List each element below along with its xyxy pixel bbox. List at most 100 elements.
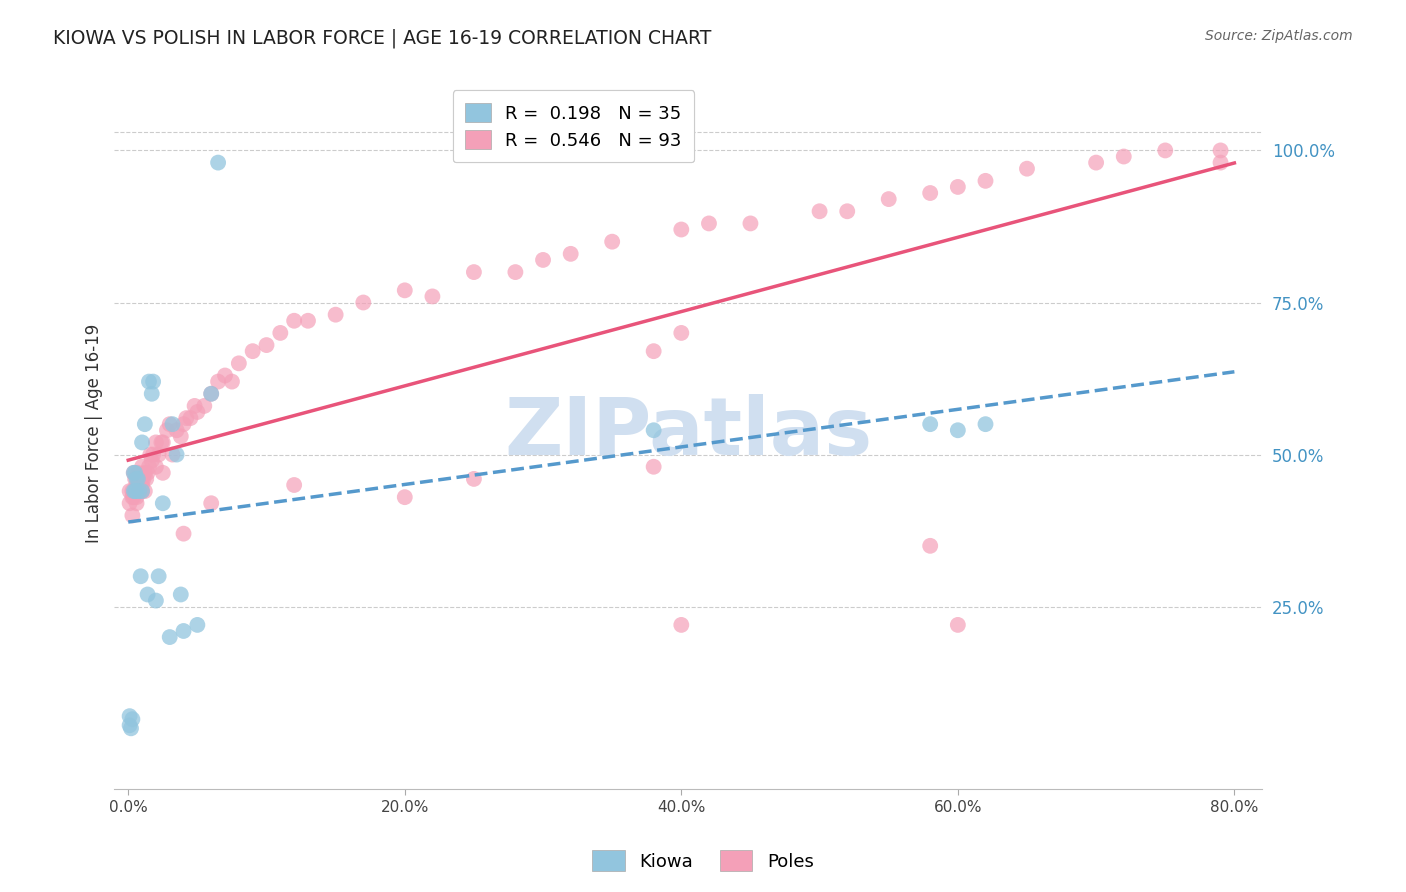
Point [186,618,208,632]
Point [325,308,347,322]
Point [221,375,243,389]
Point [128,484,150,499]
Point [132,472,155,486]
Point [600,235,623,249]
Point [170,587,193,601]
Point [152,435,174,450]
Point [127,466,149,480]
Point [179,411,201,425]
Point [122,466,145,480]
Point [131,484,153,499]
Point [142,375,165,389]
Point [186,405,208,419]
Point [142,448,165,462]
Point [946,618,969,632]
Point [877,192,900,206]
Point [125,496,148,510]
Point [207,375,229,389]
Legend: Kiowa, Poles: Kiowa, Poles [585,843,821,879]
Point [643,344,665,359]
Point [946,180,969,194]
Point [166,448,188,462]
Point [1015,161,1038,176]
Point [139,448,162,462]
Point [697,216,720,230]
Point [121,712,143,726]
Point [170,429,193,443]
Point [138,375,160,389]
Point [671,326,693,340]
Point [121,484,143,499]
Point [560,247,582,261]
Point [920,186,942,200]
Point [183,399,205,413]
Point [134,466,156,480]
Point [118,496,141,510]
Point [131,484,153,499]
Point [152,466,174,480]
Point [837,204,859,219]
Point [173,417,195,432]
Point [138,459,160,474]
Point [1085,155,1108,169]
Point [162,417,184,432]
Point [422,289,444,303]
Text: Source: ZipAtlas.com: Source: ZipAtlas.com [1205,29,1353,43]
Point [128,484,150,499]
Point [129,484,152,499]
Point [643,423,665,437]
Point [1112,149,1135,163]
Point [200,496,222,510]
Point [283,314,305,328]
Point [394,490,416,504]
Point [269,326,291,340]
Point [671,618,693,632]
Point [129,569,152,583]
Point [145,435,167,450]
Point [135,472,157,486]
Point [808,204,831,219]
Point [148,569,170,583]
Point [1209,155,1232,169]
Point [1209,144,1232,158]
Point [127,472,149,486]
Point [242,344,264,359]
Point [297,314,319,328]
Point [124,484,146,499]
Point [127,484,149,499]
Point [129,472,152,486]
Point [125,484,148,499]
Text: ZIPatlas: ZIPatlas [505,394,872,472]
Point [121,508,143,523]
Point [120,721,142,735]
Text: KIOWA VS POLISH IN LABOR FORCE | AGE 16-19 CORRELATION CHART: KIOWA VS POLISH IN LABOR FORCE | AGE 16-… [53,29,711,48]
Point [740,216,762,230]
Point [162,448,184,462]
Point [150,435,173,450]
Point [141,453,163,467]
Point [131,472,153,486]
Point [145,459,167,474]
Y-axis label: In Labor Force | Age 16-19: In Labor Force | Age 16-19 [86,324,103,543]
Point [228,356,250,370]
Point [671,222,693,236]
Point [124,484,146,499]
Point [131,478,153,492]
Point [145,593,167,607]
Point [141,386,163,401]
Point [505,265,527,279]
Point [124,466,146,480]
Point [122,490,145,504]
Point [128,478,150,492]
Point [122,466,145,480]
Point [643,459,665,474]
Point [256,338,278,352]
Point [159,417,181,432]
Point [118,709,141,723]
Point [1154,144,1177,158]
Point [148,448,170,462]
Point [394,283,416,297]
Point [156,423,179,437]
Point [136,466,159,480]
Point [118,484,141,499]
